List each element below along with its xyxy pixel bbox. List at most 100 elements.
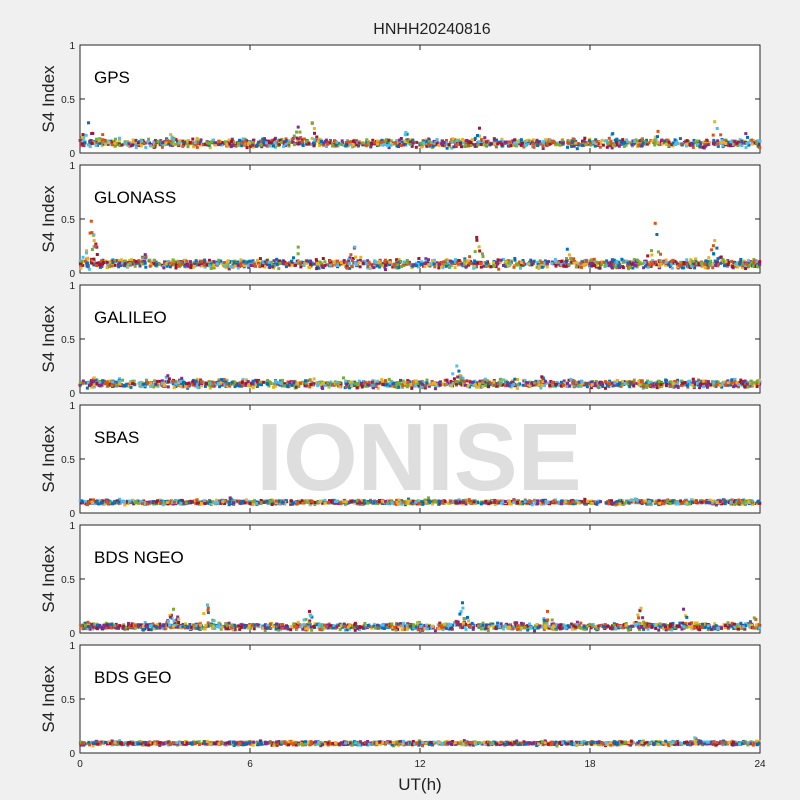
data-point (483, 143, 487, 147)
data-point (363, 380, 367, 384)
scatter-points (78, 364, 762, 391)
data-point (262, 261, 266, 265)
data-point (566, 381, 569, 385)
data-point (469, 141, 473, 144)
data-point (246, 380, 250, 384)
data-point (351, 143, 355, 147)
data-point (424, 257, 428, 261)
data-point (692, 380, 695, 384)
data-point (314, 138, 318, 142)
data-point (191, 380, 195, 384)
data-point (706, 380, 710, 384)
data-point (94, 378, 98, 382)
data-point (251, 145, 255, 149)
data-point (755, 382, 759, 385)
data-point (512, 265, 516, 269)
data-point (506, 383, 509, 387)
data-point (711, 133, 715, 137)
data-point (452, 145, 456, 149)
data-point (447, 501, 451, 505)
data-point (432, 142, 436, 146)
data-point (249, 384, 252, 388)
data-point (302, 264, 306, 267)
data-point (295, 130, 299, 134)
data-point (347, 262, 351, 266)
data-point (450, 146, 454, 150)
data-point (313, 262, 316, 266)
data-point (218, 385, 222, 389)
data-point (716, 381, 720, 385)
data-point (186, 145, 190, 149)
data-point (495, 138, 499, 142)
data-point (95, 137, 98, 141)
data-point (284, 265, 288, 269)
data-point (739, 378, 743, 382)
data-point (637, 143, 641, 147)
data-point (494, 265, 498, 269)
data-point (558, 143, 562, 147)
data-point (741, 264, 745, 268)
data-point (541, 382, 545, 386)
data-point (513, 377, 517, 381)
data-point (399, 144, 403, 147)
data-point (274, 380, 278, 383)
data-point (453, 138, 457, 142)
data-point (120, 143, 124, 147)
data-point (118, 261, 122, 265)
data-point (719, 133, 723, 137)
data-point (457, 259, 461, 262)
data-point (207, 380, 211, 383)
data-point (448, 259, 452, 263)
data-point (520, 263, 524, 267)
data-point (477, 382, 481, 386)
data-point (237, 264, 241, 267)
data-point (144, 255, 148, 259)
data-point (240, 260, 244, 264)
data-point (131, 379, 135, 383)
data-point (423, 265, 427, 268)
data-point (736, 264, 740, 267)
data-point (543, 384, 546, 388)
data-point (295, 385, 298, 389)
data-point (322, 141, 326, 145)
data-point (168, 139, 172, 143)
data-point (395, 498, 399, 502)
data-point (355, 263, 358, 267)
data-point (366, 266, 370, 270)
data-point (417, 257, 421, 260)
data-point (513, 141, 517, 145)
data-point (733, 377, 737, 381)
data-point (281, 262, 285, 266)
data-point (662, 141, 666, 145)
data-point (670, 266, 674, 270)
data-point (279, 140, 283, 144)
data-point (217, 379, 221, 383)
data-point (238, 138, 241, 142)
data-point (111, 380, 115, 384)
data-point (106, 262, 110, 266)
data-point (456, 262, 460, 266)
data-point (472, 266, 476, 270)
data-point (404, 142, 408, 146)
data-point (521, 383, 525, 387)
data-point (287, 382, 291, 386)
data-point (496, 142, 500, 146)
data-point (207, 258, 211, 262)
data-point (287, 144, 291, 148)
data-point (513, 143, 517, 147)
data-point (356, 259, 360, 263)
data-point (463, 259, 467, 263)
data-point (267, 144, 271, 148)
data-point (571, 381, 575, 385)
data-point (94, 242, 98, 246)
data-point (380, 378, 384, 382)
y-axis-label: S4 Index (39, 185, 58, 253)
data-point (618, 381, 622, 385)
data-point (605, 259, 609, 263)
data-point (195, 381, 199, 385)
data-point (98, 381, 102, 384)
data-point (449, 141, 452, 145)
data-point (459, 376, 463, 380)
